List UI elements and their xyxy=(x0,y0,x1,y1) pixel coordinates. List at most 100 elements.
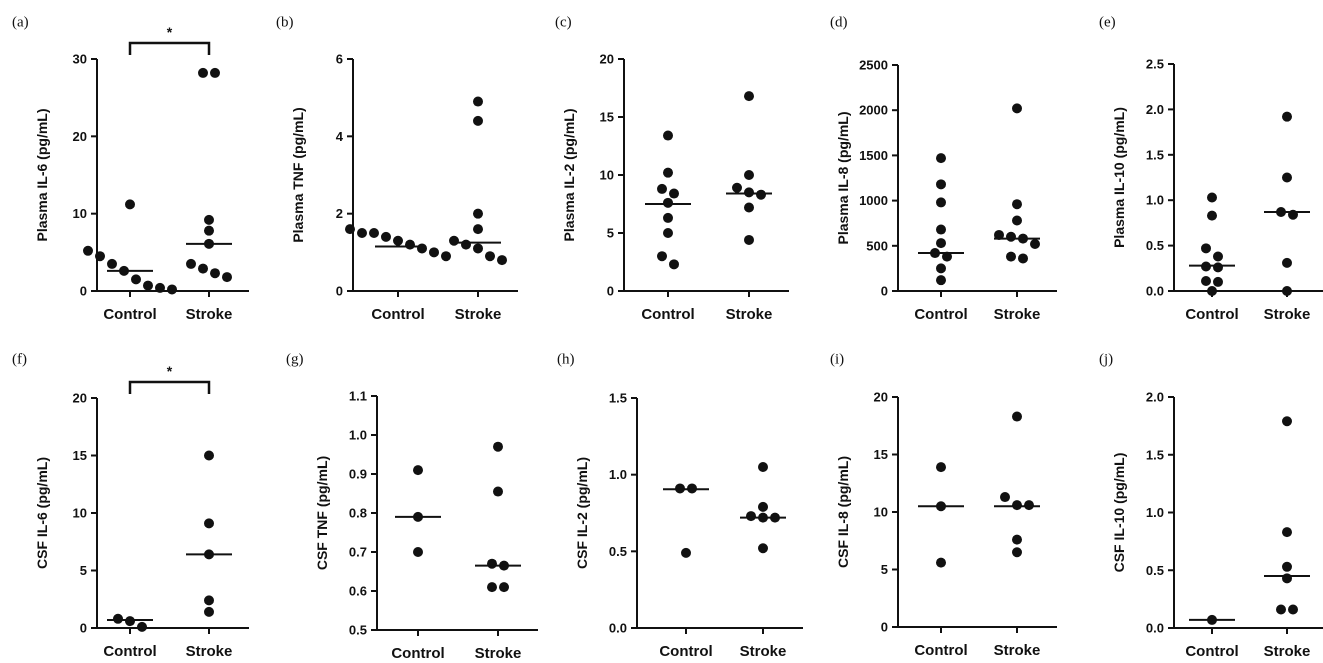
y-tick-label: 30 xyxy=(73,52,87,67)
y-axis-title: Plasma IL-10 (pg/mL) xyxy=(1111,107,1127,248)
data-point-control xyxy=(936,557,946,568)
data-point-stroke xyxy=(198,263,208,274)
data-point-stroke xyxy=(1018,253,1028,264)
data-point-control xyxy=(345,224,355,235)
data-point-control xyxy=(1201,276,1211,287)
data-point-stroke xyxy=(1006,251,1016,262)
data-point-stroke xyxy=(449,235,459,246)
y-tick-label: 1.5 xyxy=(609,391,627,406)
x-tick-label-stroke: Stroke xyxy=(1264,306,1311,323)
y-tick-label: 1.0 xyxy=(349,428,367,443)
y-tick-label: 2.0 xyxy=(1146,102,1164,117)
data-point-stroke xyxy=(473,224,483,235)
x-tick-label-stroke: Stroke xyxy=(455,306,502,323)
y-tick-label: 5 xyxy=(607,226,614,241)
data-point-control xyxy=(131,274,141,285)
data-point-control xyxy=(936,179,946,190)
data-point-stroke xyxy=(1012,103,1022,114)
data-point-stroke xyxy=(1282,257,1292,268)
data-point-control xyxy=(663,167,673,178)
data-point-stroke xyxy=(485,251,495,262)
x-tick-label-control: Control xyxy=(641,306,694,323)
panel-letter: (i) xyxy=(830,352,844,368)
data-point-stroke xyxy=(186,258,196,269)
x-tick-label-control: Control xyxy=(1185,306,1238,323)
y-axis-title: CSF IL-6 (pg/mL) xyxy=(34,457,50,569)
data-point-stroke xyxy=(210,268,220,279)
data-point-control xyxy=(681,547,691,558)
panel-letter: (g) xyxy=(286,352,304,368)
y-tick-label: 0.5 xyxy=(1146,563,1164,578)
data-point-stroke xyxy=(1288,604,1298,615)
y-tick-label: 0 xyxy=(881,284,888,299)
data-point-stroke xyxy=(473,96,483,107)
data-point-stroke xyxy=(1000,492,1010,503)
x-tick-label-control: Control xyxy=(914,642,967,659)
data-point-stroke xyxy=(746,511,756,522)
data-point-control xyxy=(113,613,123,624)
y-axis-title: CSF IL-10 (pg/mL) xyxy=(1111,453,1127,573)
y-tick-label: 1.1 xyxy=(349,389,367,404)
data-point-control xyxy=(393,235,403,246)
panel-b: (b) 0 2 4 6 Control Stroke Plasma TNF (pg/mL) xyxy=(276,15,518,323)
data-point-stroke xyxy=(487,558,497,569)
data-point-stroke xyxy=(744,202,754,213)
y-tick-label: 2000 xyxy=(859,103,888,118)
data-point-stroke xyxy=(204,606,214,617)
significance-bracket xyxy=(128,41,211,55)
y-tick-label: 15 xyxy=(600,110,614,125)
data-point-stroke xyxy=(473,243,483,254)
y-tick-label: 2.0 xyxy=(1146,390,1164,405)
data-point-control xyxy=(137,621,147,632)
x-tick-label-control: Control xyxy=(914,306,967,323)
data-point-stroke xyxy=(744,170,754,180)
y-axis-title: CSF IL-2 (pg/mL) xyxy=(574,457,590,569)
data-point-stroke xyxy=(1012,534,1022,545)
y-axis-title: Plasma TNF (pg/mL) xyxy=(290,107,306,242)
x-tick-label-control: Control xyxy=(103,306,156,323)
y-tick-label: 0.0 xyxy=(1146,284,1164,299)
y-tick-label: 2.5 xyxy=(1146,57,1164,72)
data-point-control xyxy=(936,153,946,164)
data-point-stroke xyxy=(1282,172,1292,183)
significance-bracket xyxy=(128,380,211,394)
y-tick-label: 2 xyxy=(336,206,343,221)
x-tick-label-stroke: Stroke xyxy=(994,642,1041,659)
y-tick-label: 0.5 xyxy=(609,544,627,559)
data-point-stroke xyxy=(497,255,507,266)
panel-c: (c) 0 5 10 15 20 Control Stroke Plasma IL-2 (pg/… xyxy=(555,15,789,323)
data-point-stroke xyxy=(493,486,503,497)
significance-marker: * xyxy=(167,24,173,40)
y-tick-label: 1.0 xyxy=(609,467,627,482)
y-tick-label: 10 xyxy=(73,506,87,521)
data-point-control xyxy=(83,245,93,256)
data-point-stroke xyxy=(1282,286,1292,296)
data-point-stroke xyxy=(493,441,503,452)
y-tick-label: 0 xyxy=(881,620,888,635)
y-tick-label: 2500 xyxy=(859,58,888,73)
y-tick-label: 0.9 xyxy=(349,467,367,482)
data-point-control xyxy=(95,251,105,262)
y-tick-label: 15 xyxy=(73,448,87,463)
data-point-control xyxy=(357,228,367,238)
data-point-stroke xyxy=(1024,500,1034,511)
y-tick-label: 0 xyxy=(80,284,87,299)
data-point-stroke xyxy=(204,518,214,529)
x-tick-label-stroke: Stroke xyxy=(740,643,787,660)
y-tick-label: 0.0 xyxy=(609,621,627,636)
data-point-control xyxy=(125,199,135,210)
x-tick-label-control: Control xyxy=(103,643,156,660)
data-point-stroke xyxy=(222,272,232,283)
data-point-control xyxy=(429,247,439,258)
y-tick-label: 10 xyxy=(73,206,87,221)
data-point-stroke xyxy=(1282,527,1292,538)
data-point-stroke xyxy=(1282,573,1292,584)
y-tick-label: 5 xyxy=(80,563,87,578)
y-tick-label: 1.0 xyxy=(1146,193,1164,208)
data-point-stroke xyxy=(1282,111,1292,122)
y-tick-label: 10 xyxy=(600,168,614,183)
data-point-stroke xyxy=(756,189,766,200)
data-point-stroke xyxy=(210,67,220,78)
panel-d: (d) 0 500 1000 1500 2000 2500 Control Stroke Plas… xyxy=(830,15,1057,323)
panel-j: (j) 0.0 0.5 1.0 1.5 2.0 Control Stroke CSF IL-10… xyxy=(1099,352,1323,660)
